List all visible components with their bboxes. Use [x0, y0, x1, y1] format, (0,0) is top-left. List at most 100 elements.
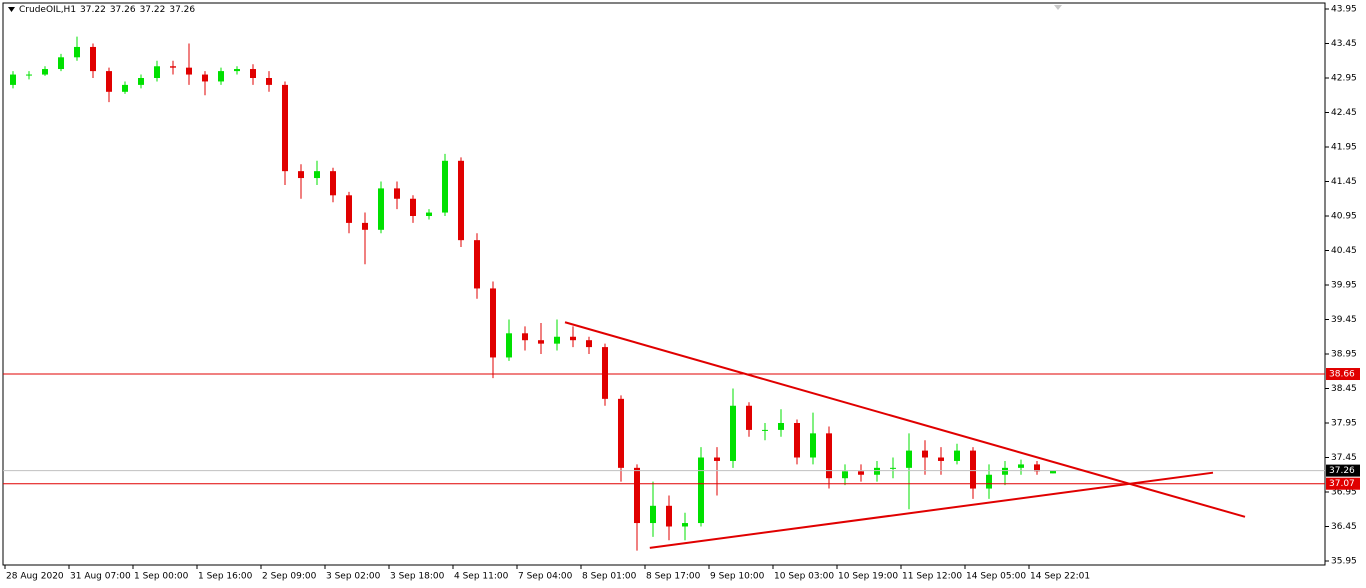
x-tick-label: 14 Sep 22:01 — [1030, 572, 1090, 582]
y-tick-label: 36.95 — [1331, 488, 1357, 498]
candle-body — [154, 66, 160, 78]
plot-frame — [2, 2, 1326, 566]
x-tick-label: 10 Sep 19:00 — [838, 572, 898, 582]
candle-body — [474, 240, 480, 289]
x-tick-label: 11 Sep 12:00 — [902, 572, 962, 582]
candle-body — [586, 340, 592, 348]
candle-body — [810, 433, 816, 458]
candle-body — [490, 288, 496, 358]
candle-body — [122, 84, 128, 92]
candle-body — [698, 457, 704, 524]
candle-body — [250, 69, 256, 78]
candle-body — [186, 67, 192, 75]
candle-body — [506, 333, 512, 358]
y-tick-label: 43.95 — [1331, 5, 1357, 15]
candle-body — [458, 160, 464, 241]
trendline — [649, 471, 1214, 549]
candle-body — [410, 198, 416, 216]
y-tick-label: 41.45 — [1331, 177, 1357, 187]
y-tick-label: 40.95 — [1331, 212, 1357, 222]
candle-body — [970, 450, 976, 489]
candle-body — [298, 171, 304, 179]
candle-body — [170, 66, 176, 68]
price-label: 37.26 — [1329, 466, 1355, 476]
candle-body — [778, 423, 784, 430]
y-tick-label: 40.45 — [1331, 246, 1357, 256]
candle-body — [538, 340, 544, 344]
quote-low: 37.22 — [139, 5, 166, 15]
candle-body — [234, 69, 240, 72]
candle-body — [826, 433, 832, 479]
candle-body — [202, 74, 208, 82]
candle-body — [906, 450, 912, 468]
candle-body — [650, 505, 656, 524]
candle-body — [570, 336, 576, 341]
candle-body — [138, 78, 144, 85]
candle-body — [874, 467, 880, 475]
y-tick-label: 38.95 — [1331, 350, 1357, 360]
price-label-box — [1326, 477, 1360, 490]
candle-body — [314, 171, 320, 179]
candle-body — [618, 398, 624, 468]
candle-body — [682, 523, 688, 527]
dropdown-icon[interactable] — [8, 7, 15, 13]
candle-body — [106, 71, 112, 92]
candle-body — [10, 74, 16, 85]
y-tick-label: 35.95 — [1331, 557, 1357, 567]
candle-body — [602, 347, 608, 399]
candle-body — [522, 333, 528, 341]
candle-body — [1018, 464, 1024, 468]
symbol: CrudeOIL,H1 — [19, 5, 77, 15]
x-tick-label: 31 Aug 07:00 — [70, 572, 131, 582]
x-tick-label: 1 Sep 16:00 — [198, 572, 253, 582]
quote-open: 37.22 — [80, 5, 106, 15]
x-tick-label: 4 Sep 11:00 — [454, 572, 509, 582]
y-tick-label: 39.95 — [1331, 281, 1357, 291]
candle-body — [842, 471, 848, 479]
x-tick-label: 7 Sep 04:00 — [518, 572, 573, 582]
x-tick-label: 8 Sep 17:00 — [646, 572, 701, 582]
y-tick-label: 42.45 — [1331, 108, 1357, 118]
candle-body — [794, 423, 800, 458]
y-tick-label: 36.45 — [1331, 522, 1357, 532]
price-label-box — [1326, 368, 1360, 381]
candle-body — [762, 429, 768, 431]
candle-body — [42, 69, 48, 75]
candle-body — [666, 505, 672, 527]
x-tick-label: 3 Sep 18:00 — [390, 572, 445, 582]
candle-body — [986, 474, 992, 489]
candle-body — [1034, 464, 1040, 472]
price-label: 37.07 — [1329, 479, 1355, 489]
candle-body — [282, 84, 288, 172]
y-tick-label: 37.95 — [1331, 419, 1357, 429]
candle-body — [890, 467, 896, 469]
candle-body — [938, 457, 944, 461]
candle-body — [730, 405, 736, 461]
candle-body — [714, 457, 720, 461]
candle-body — [746, 405, 752, 430]
quote-close: 37.26 — [169, 5, 196, 15]
x-tick-label: 3 Sep 02:00 — [326, 572, 381, 582]
candle-body — [74, 46, 80, 58]
y-tick-label: 42.95 — [1331, 74, 1357, 84]
candle-body — [554, 336, 560, 344]
candle-body — [266, 78, 272, 85]
y-tick-label: 37.45 — [1331, 453, 1357, 463]
x-tick-label: 8 Sep 01:00 — [582, 572, 637, 582]
candle-body — [26, 74, 32, 76]
candle-body — [378, 188, 384, 230]
y-tick-label: 38.45 — [1331, 384, 1357, 394]
candle-body — [1002, 467, 1008, 475]
candle-body — [634, 467, 640, 524]
candle-body — [442, 160, 448, 213]
price-label-box — [1326, 464, 1360, 477]
candle-body — [1050, 470, 1056, 474]
candle-body — [218, 71, 224, 82]
y-tick-label: 43.45 — [1331, 39, 1357, 49]
y-tick-label: 39.45 — [1331, 315, 1357, 325]
x-tick-label: 1 Sep 00:00 — [134, 572, 189, 582]
candle-body — [858, 471, 864, 475]
y-tick-label: 41.95 — [1331, 143, 1357, 153]
